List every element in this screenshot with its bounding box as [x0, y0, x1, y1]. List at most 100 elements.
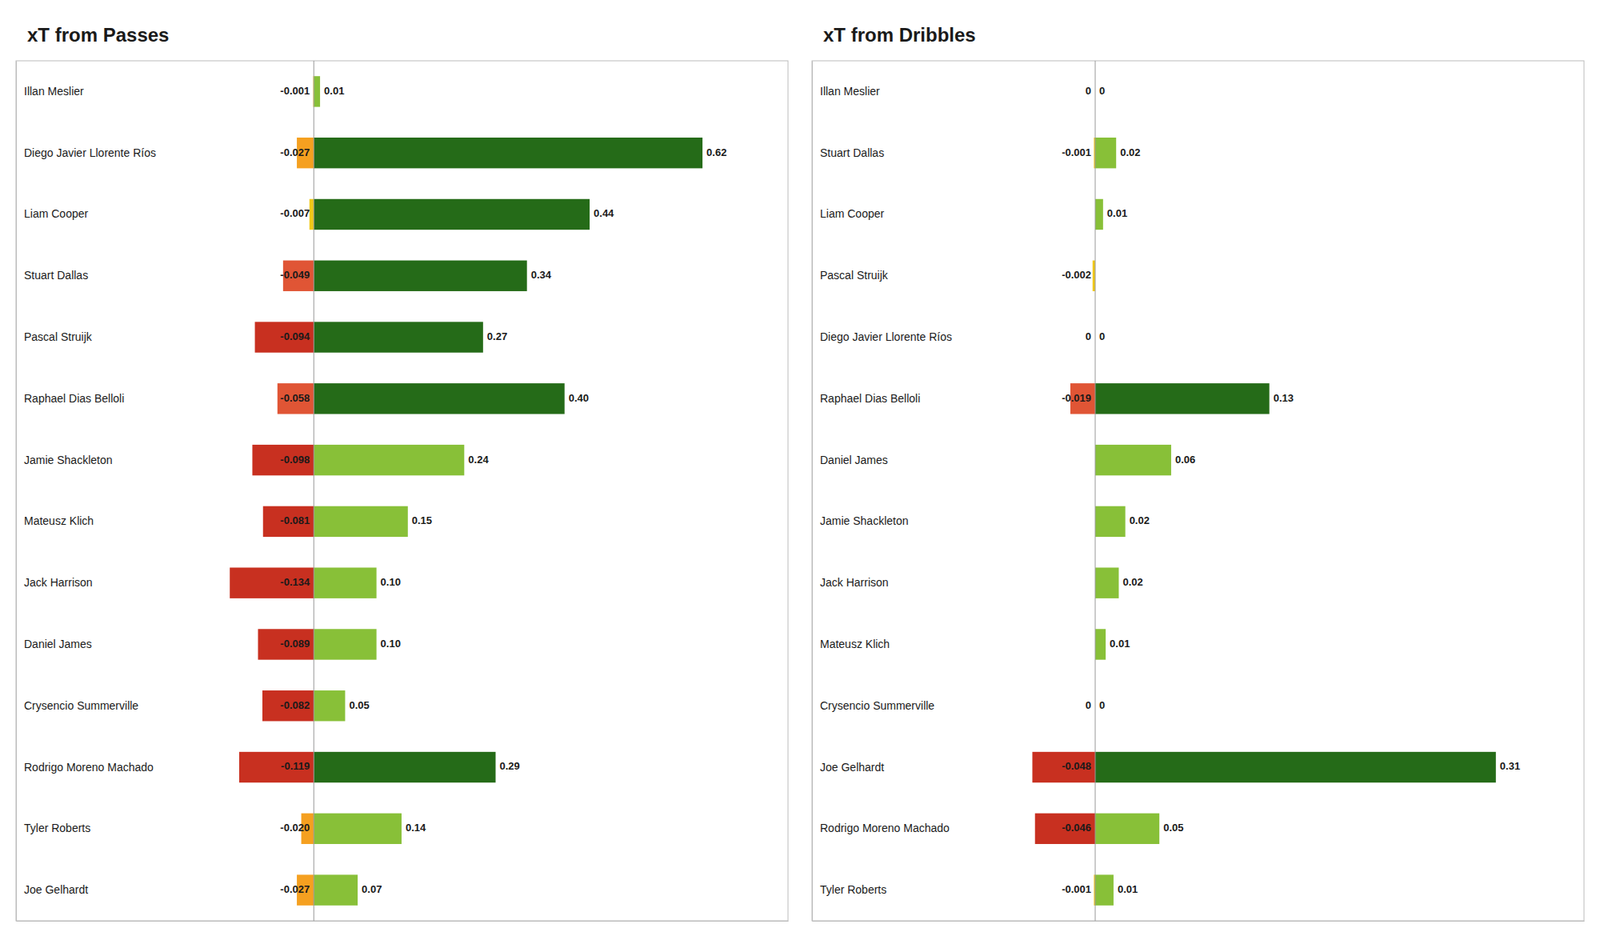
tick: Jack Harrison	[24, 576, 93, 589]
bar	[313, 137, 703, 168]
data-label: 0.02	[1129, 514, 1150, 527]
plot-area: Illan MeslierDiego Javier Llorente RíosL…	[16, 60, 789, 922]
tick: Mateusz Klich	[24, 514, 94, 528]
bar	[313, 199, 590, 230]
bar	[1095, 199, 1104, 230]
data-label: 0.01	[1117, 883, 1138, 896]
tick-label: Tyler Roberts	[820, 883, 887, 896]
bar	[313, 567, 376, 598]
tick: Rodrigo Moreno Machado	[24, 760, 154, 774]
data-label: -0.098	[280, 453, 310, 466]
axis-line	[812, 61, 813, 922]
bars	[229, 76, 703, 906]
bar	[313, 752, 496, 783]
data-label: 0.24	[468, 453, 489, 466]
data-label: -0.049	[280, 268, 310, 281]
tick: Joe Gelhardt	[24, 883, 88, 896]
data-label: 0.01	[1107, 207, 1128, 220]
tick-label: Rodrigo Moreno Machado	[820, 821, 950, 835]
tick: Crysencio Summerville	[24, 699, 139, 712]
data-label: -0.058	[280, 392, 310, 404]
tick-label: Pascal Struijk	[24, 330, 93, 344]
tick-label: Daniel James	[820, 453, 888, 467]
bar	[277, 383, 314, 414]
bar	[1095, 567, 1119, 598]
tick-label: Jamie Shackleton	[24, 453, 113, 467]
tick: Daniel James	[820, 453, 888, 467]
data-label: 0	[1099, 699, 1105, 712]
tick: Liam Cooper	[820, 207, 884, 220]
data-label: -0.134	[280, 576, 311, 588]
tick-label: Stuart Dallas	[820, 146, 884, 160]
data-labels: 0-0.001-0.0020-0.0190-0.048-0.046-0.0010…	[1061, 84, 1520, 896]
bar	[313, 506, 408, 537]
axis-line	[16, 920, 789, 922]
tick-label: Joe Gelhardt	[820, 760, 884, 774]
tick-label: Jamie Shackleton	[820, 514, 909, 528]
tick: Illan Meslier	[24, 84, 84, 98]
tick: Daniel James	[24, 637, 92, 651]
bar	[313, 321, 484, 352]
bar	[1032, 752, 1096, 783]
plot-area: Illan Meslier Stuart Dallas Liam Cooper Pas…	[812, 60, 1585, 922]
panel: xT from Dribbles Illan Meslier Stuart Dall…	[812, 24, 1585, 921]
zero-line	[1095, 60, 1096, 921]
data-label: 0.34	[531, 268, 552, 281]
data-label: -0.119	[280, 760, 310, 772]
bar	[255, 321, 315, 352]
tick-label: Tyler Roberts	[24, 821, 91, 835]
tick: Joe Gelhardt	[820, 760, 884, 774]
tick: Liam Cooper	[24, 207, 88, 220]
data-label: -0.048	[1061, 760, 1092, 772]
tick: Stuart Dallas	[24, 268, 88, 282]
x-axis	[812, 920, 1585, 922]
data-label: 0.02	[1122, 576, 1143, 588]
bar	[239, 752, 314, 783]
tick: Crysencio Summerville	[820, 699, 935, 712]
tick-label: Jack Harrison	[820, 576, 889, 589]
tick: Pascal Struijk	[820, 268, 889, 282]
data-label: -0.001	[1061, 146, 1092, 159]
y-axis: Illan MeslierDiego Javier Llorente RíosL…	[16, 61, 156, 922]
data-labels: -0.001-0.027-0.007-0.049-0.094-0.058-0.0…	[280, 84, 727, 896]
tick: Illan Meslier	[820, 84, 880, 98]
bar	[252, 444, 314, 476]
zero-line	[313, 60, 315, 921]
tick-label: Raphael Dias Belloli	[24, 392, 124, 405]
tick: Jamie Shackleton	[820, 514, 909, 528]
data-label: -0.019	[1061, 392, 1092, 404]
x-axis	[16, 920, 789, 922]
data-label: 0.02	[1120, 146, 1140, 159]
bar	[229, 567, 314, 598]
tick: Tyler Roberts	[820, 883, 887, 896]
tick-label: Mateusz Klich	[24, 514, 94, 528]
data-label: 0	[1085, 330, 1092, 343]
bar	[313, 444, 464, 476]
plot-frame	[16, 60, 788, 921]
tick-label: Pascal Struijk	[820, 268, 889, 282]
tick: Tyler Roberts	[24, 821, 91, 835]
data-label: 0	[1085, 84, 1092, 97]
bar	[313, 690, 345, 721]
chart-title: xT from Dribbles	[823, 24, 976, 46]
chart-title: xT from Passes	[27, 24, 169, 46]
data-label: -0.007	[280, 207, 310, 220]
tick-label: Mateusz Klich	[820, 637, 890, 651]
data-label: 0.07	[361, 883, 382, 896]
data-label: -0.027	[280, 146, 310, 159]
data-label: -0.046	[1061, 821, 1092, 834]
bar	[1095, 137, 1116, 168]
tick: Raphael Dias Belloli	[24, 392, 124, 405]
data-label: 0.29	[500, 760, 520, 772]
tick-label: Daniel James	[24, 637, 92, 651]
tick-label: Stuart Dallas	[24, 268, 88, 282]
bar	[313, 260, 527, 292]
data-label: 0.27	[487, 330, 508, 343]
data-label: 0.01	[324, 84, 344, 97]
axis-line	[16, 61, 17, 922]
data-label: 0.10	[380, 576, 401, 588]
data-label: -0.002	[1061, 268, 1092, 281]
panel: xT from Passes Illan MeslierDiego Javier …	[16, 24, 789, 921]
tick-label: Raphael Dias Belloli	[820, 392, 920, 405]
data-label: 0.05	[348, 699, 369, 712]
